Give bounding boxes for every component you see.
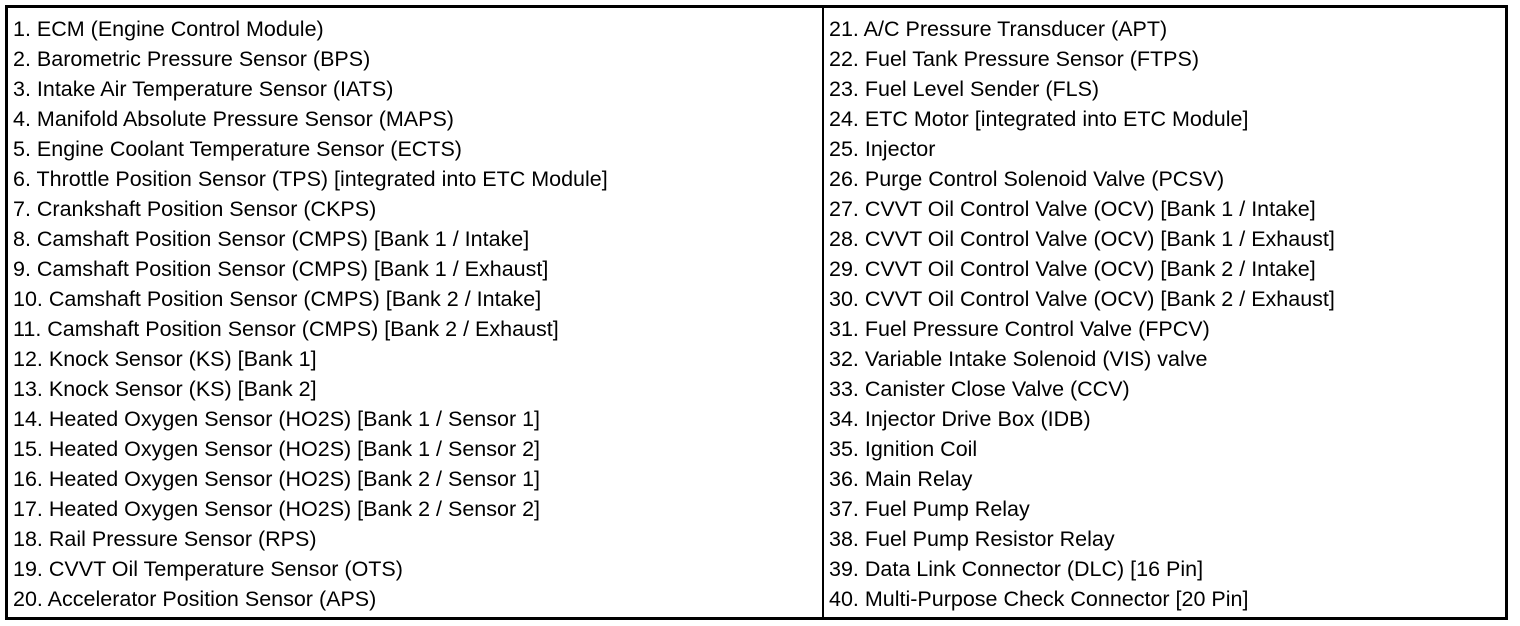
component-item: 1. ECM (Engine Control Module) <box>13 17 324 41</box>
component-item: 32. Variable Intake Solenoid (VIS) valve <box>829 347 1208 371</box>
component-item: 20. Accelerator Position Sensor (APS) <box>13 587 377 611</box>
component-item: 10. Camshaft Position Sensor (CMPS) [Ban… <box>13 287 542 311</box>
component-item: 29. CVVT Oil Control Valve (OCV) [Bank 2… <box>829 257 1316 281</box>
component-item: 13. Knock Sensor (KS) [Bank 2] <box>13 377 317 401</box>
component-item: 11. Camshaft Position Sensor (CMPS) [Ban… <box>13 317 559 341</box>
component-item: 19. CVVT Oil Temperature Sensor (OTS) <box>13 557 403 581</box>
component-legend-table: 1. ECM (Engine Control Module) 2. Baromet… <box>5 5 1508 620</box>
component-item: 34. Injector Drive Box (IDB) <box>829 407 1091 431</box>
component-item: 9. Camshaft Position Sensor (CMPS) [Bank… <box>13 257 549 281</box>
component-item: 14. Heated Oxygen Sensor (HO2S) [Bank 1 … <box>13 407 541 431</box>
component-item: 26. Purge Control Solenoid Valve (PCSV) <box>829 167 1225 191</box>
component-item: 7. Crankshaft Position Sensor (CKPS) <box>13 197 377 221</box>
left-column: 1. ECM (Engine Control Module) 2. Baromet… <box>8 8 824 617</box>
component-item: 22. Fuel Tank Pressure Sensor (FTPS) <box>829 47 1200 71</box>
component-item: 40. Multi-Purpose Check Connector [20 Pi… <box>829 587 1249 611</box>
component-item: 23. Fuel Level Sender (FLS) <box>829 77 1100 101</box>
component-item: 15. Heated Oxygen Sensor (HO2S) [Bank 1 … <box>13 437 541 461</box>
component-item: 39. Data Link Connector (DLC) [16 Pin] <box>829 557 1204 581</box>
component-item: 33. Canister Close Valve (CCV) <box>829 377 1130 401</box>
component-item: 18. Rail Pressure Sensor (RPS) <box>13 527 317 551</box>
component-item: 35. Ignition Coil <box>829 437 978 461</box>
component-item: 36. Main Relay <box>829 467 973 491</box>
component-item: 4. Manifold Absolute Pressure Sensor (MA… <box>13 107 454 131</box>
component-item: 25. Injector <box>829 137 936 161</box>
component-item: 5. Engine Coolant Temperature Sensor (EC… <box>13 137 462 161</box>
component-item: 17. Heated Oxygen Sensor (HO2S) [Bank 2 … <box>13 497 541 521</box>
component-item: 16. Heated Oxygen Sensor (HO2S) [Bank 2 … <box>13 467 541 491</box>
right-column: 21. A/C Pressure Transducer (APT) 22. Fue… <box>824 8 1505 617</box>
component-item: 3. Intake Air Temperature Sensor (IATS) <box>13 77 394 101</box>
component-item: 21. A/C Pressure Transducer (APT) <box>829 17 1168 41</box>
component-item: 8. Camshaft Position Sensor (CMPS) [Bank… <box>13 227 530 251</box>
component-item: 31. Fuel Pressure Control Valve (FPCV) <box>829 317 1210 341</box>
component-item: 37. Fuel Pump Relay <box>829 497 1030 521</box>
component-item: 24. ETC Motor [integrated into ETC Modul… <box>829 107 1249 131</box>
component-item: 6. Throttle Position Sensor (TPS) [integ… <box>13 167 608 191</box>
component-item: 12. Knock Sensor (KS) [Bank 1] <box>13 347 317 371</box>
component-item: 38. Fuel Pump Resistor Relay <box>829 527 1115 551</box>
component-item: 30. CVVT Oil Control Valve (OCV) [Bank 2… <box>829 287 1335 311</box>
component-item: 28. CVVT Oil Control Valve (OCV) [Bank 1… <box>829 227 1335 251</box>
component-item: 27. CVVT Oil Control Valve (OCV) [Bank 1… <box>829 197 1316 221</box>
component-item: 2. Barometric Pressure Sensor (BPS) <box>13 47 371 71</box>
